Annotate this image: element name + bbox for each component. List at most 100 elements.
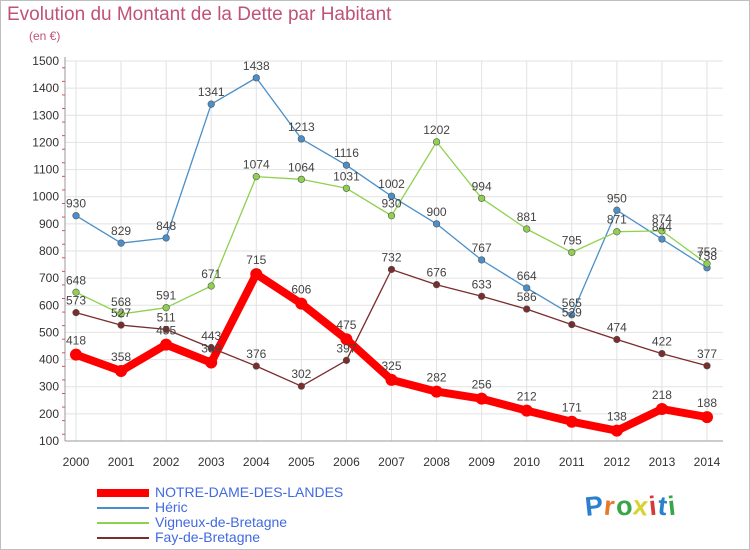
data-point bbox=[613, 335, 621, 344]
proxiti-logo: Proxiti bbox=[583, 490, 677, 522]
data-label: 732 bbox=[381, 250, 401, 264]
data-label: 422 bbox=[652, 335, 672, 349]
data-point bbox=[160, 338, 173, 351]
x-tick-label: 2013 bbox=[649, 455, 676, 469]
data-label: 591 bbox=[156, 289, 176, 303]
data-point bbox=[387, 265, 396, 274]
data-label: 377 bbox=[697, 347, 717, 361]
legend-label: NOTRE-DAME-DES-LANDES bbox=[155, 484, 344, 500]
legend-swatch bbox=[97, 489, 149, 497]
data-point bbox=[252, 362, 260, 370]
data-point bbox=[207, 282, 215, 290]
y-tick-label: 1500 bbox=[32, 54, 59, 68]
data-label: 874 bbox=[652, 212, 672, 226]
legend-label: Fay-de-Bretagne bbox=[155, 529, 261, 545]
data-label: 676 bbox=[427, 266, 447, 280]
x-tick-label: 2002 bbox=[153, 455, 180, 469]
data-label: 418 bbox=[66, 334, 86, 348]
data-label: 829 bbox=[111, 224, 131, 238]
x-tick-label: 2009 bbox=[468, 455, 495, 469]
y-tick-label: 1200 bbox=[32, 135, 59, 149]
data-point bbox=[207, 100, 215, 108]
x-tick-label: 2007 bbox=[378, 455, 405, 469]
line-chart: 100 200 300 400 500 600 700 800 900 1000 1100 1200 1… bbox=[32, 54, 723, 469]
axes: 100 200 300 400 500 600 700 800 900 1000 1100 1200 1… bbox=[32, 54, 723, 469]
data-points bbox=[70, 74, 713, 437]
data-point bbox=[478, 194, 486, 202]
data-label: 767 bbox=[472, 241, 492, 255]
data-point bbox=[432, 281, 441, 289]
data-point bbox=[252, 173, 260, 181]
data-label: 930 bbox=[381, 197, 401, 211]
data-label: 474 bbox=[607, 320, 627, 334]
data-label: 568 bbox=[111, 295, 131, 309]
y-tick-label: 300 bbox=[39, 380, 59, 394]
data-label: 171 bbox=[562, 401, 582, 415]
data-point bbox=[162, 234, 170, 242]
data-label: 565 bbox=[562, 296, 582, 310]
data-point bbox=[568, 311, 576, 319]
x-tick-label: 2005 bbox=[288, 455, 315, 469]
y-tick-label: 1300 bbox=[32, 108, 59, 122]
data-label: 871 bbox=[607, 213, 627, 227]
data-label: 188 bbox=[697, 396, 717, 410]
y-tick-label: 900 bbox=[39, 217, 59, 231]
y-tick-label: 600 bbox=[39, 298, 59, 312]
data-point bbox=[72, 288, 80, 296]
data-point bbox=[297, 382, 305, 390]
data-label: 930 bbox=[66, 197, 86, 211]
legend-swatch bbox=[97, 507, 149, 509]
data-point bbox=[162, 325, 170, 334]
data-label: 844 bbox=[652, 220, 672, 234]
data-point bbox=[523, 225, 531, 233]
data-point bbox=[72, 212, 80, 220]
data-point bbox=[432, 220, 441, 228]
data-labels: 930 829 848 1341 1438 1213 1116 1002 900 767 664 56… bbox=[66, 59, 717, 424]
x-tick-label: 2003 bbox=[198, 455, 225, 469]
data-point bbox=[568, 248, 576, 256]
data-label: 511 bbox=[157, 310, 176, 324]
data-point bbox=[387, 212, 396, 220]
data-label: 302 bbox=[291, 367, 311, 381]
data-label: 994 bbox=[472, 179, 492, 193]
data-point bbox=[432, 138, 441, 146]
data-point bbox=[658, 227, 666, 235]
x-tick-label: 2011 bbox=[559, 455, 585, 469]
data-point bbox=[117, 239, 125, 247]
unit-label: (en €) bbox=[29, 29, 61, 43]
data-point bbox=[658, 235, 666, 243]
data-point bbox=[342, 184, 351, 192]
data-point bbox=[162, 304, 170, 312]
y-tick-label: 1400 bbox=[32, 81, 59, 95]
data-label: 795 bbox=[562, 233, 582, 247]
data-point bbox=[340, 333, 353, 346]
data-label: 753 bbox=[697, 245, 717, 259]
data-point bbox=[342, 161, 351, 169]
data-point bbox=[568, 320, 576, 329]
x-tick-label: 2001 bbox=[108, 455, 135, 469]
x-tick-label: 2000 bbox=[63, 455, 90, 469]
data-label: 443 bbox=[201, 329, 221, 343]
data-label: 256 bbox=[472, 378, 492, 392]
x-tick-label: 2008 bbox=[423, 455, 450, 469]
data-label: 633 bbox=[472, 277, 492, 291]
chart-title: Evolution du Montant de la Dette par Hab… bbox=[7, 4, 392, 25]
y-tick-label: 700 bbox=[39, 271, 59, 285]
y-tick-label: 800 bbox=[39, 244, 59, 258]
data-point bbox=[297, 135, 305, 143]
data-label: 1438 bbox=[243, 59, 270, 73]
data-point bbox=[703, 362, 711, 370]
y-tick-label: 400 bbox=[39, 353, 59, 367]
data-label: 358 bbox=[111, 350, 131, 364]
y-tick-label: 500 bbox=[39, 325, 59, 339]
legend-swatch bbox=[97, 522, 149, 524]
data-point bbox=[385, 373, 398, 386]
data-label: 715 bbox=[246, 253, 266, 267]
data-label: 455 bbox=[156, 324, 176, 338]
x-tick-label: 2006 bbox=[333, 455, 360, 469]
data-point bbox=[523, 284, 531, 292]
data-point bbox=[295, 297, 308, 310]
data-point bbox=[613, 206, 621, 214]
data-label: 738 bbox=[697, 249, 717, 263]
